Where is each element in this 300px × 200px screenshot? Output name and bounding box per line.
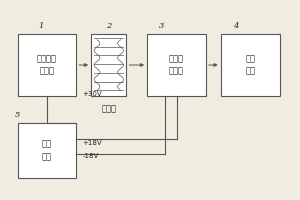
Bar — [147, 34, 206, 96]
Text: 5: 5 — [15, 111, 20, 119]
Text: 剔除
机构: 剔除 机构 — [245, 54, 255, 76]
Text: -18V: -18V — [82, 153, 98, 159]
Text: 3: 3 — [159, 22, 164, 30]
Text: 传感器: 传感器 — [101, 104, 116, 113]
Bar — [91, 34, 126, 96]
Text: 信号检
测电路: 信号检 测电路 — [169, 54, 184, 76]
Bar — [17, 34, 76, 96]
Text: +30V: +30V — [82, 91, 102, 97]
Text: 2: 2 — [106, 22, 112, 30]
Bar — [17, 123, 76, 178]
Text: +18V: +18V — [82, 140, 102, 146]
Text: 稳压
电源: 稳压 电源 — [42, 140, 52, 161]
Text: 1: 1 — [38, 22, 44, 30]
Text: 4: 4 — [233, 22, 238, 30]
Text: 扫频信号
发生器: 扫频信号 发生器 — [37, 54, 57, 76]
Bar — [221, 34, 280, 96]
